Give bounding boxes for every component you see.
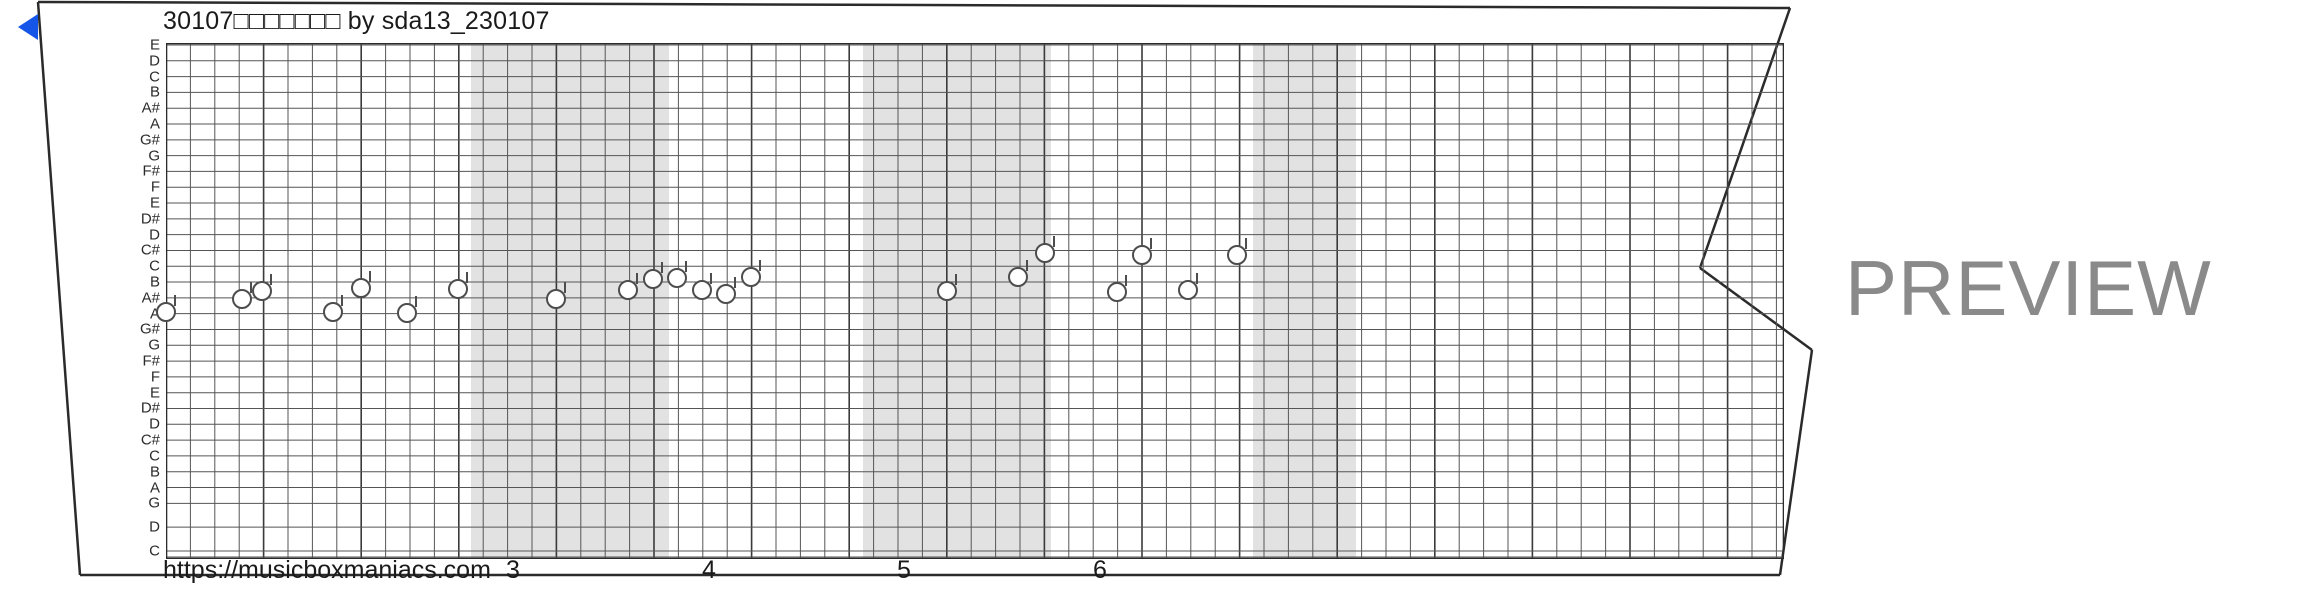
note-label: D xyxy=(149,518,160,536)
note-label: G xyxy=(148,494,160,512)
note-marker[interactable] xyxy=(397,296,417,323)
note-marker[interactable] xyxy=(323,295,343,322)
note-marker[interactable] xyxy=(1227,238,1247,265)
note-marker[interactable] xyxy=(1178,273,1198,300)
note-label: D# xyxy=(140,210,160,228)
measure-number: 4 xyxy=(702,556,716,584)
note-marker[interactable] xyxy=(1132,238,1152,265)
note-label: C# xyxy=(140,431,160,449)
note-marker[interactable] xyxy=(937,274,957,301)
note-label: E xyxy=(149,384,160,402)
note-label: C xyxy=(149,447,160,465)
note-marker[interactable] xyxy=(741,260,761,287)
note-label: G# xyxy=(139,131,160,149)
note-marker[interactable] xyxy=(546,282,566,309)
note-label: C xyxy=(149,257,160,275)
note-label: A xyxy=(149,305,160,323)
note-label: D xyxy=(149,226,160,244)
measure-shade-band xyxy=(471,43,669,559)
note-marker[interactable] xyxy=(1107,275,1127,302)
note-label: C xyxy=(149,542,160,560)
note-label: E xyxy=(149,194,160,212)
grid-canvas[interactable] xyxy=(166,43,1784,559)
measure-number: 3 xyxy=(506,556,520,584)
note-marker[interactable] xyxy=(716,277,736,304)
note-label: A# xyxy=(141,99,160,117)
note-label: A xyxy=(149,479,160,496)
note-label: D xyxy=(149,52,160,70)
note-roll-grid[interactable]: E D C B A# A G# G F# F E D# D C# C B A# A G# G F# F E D# D C# C B A G… xyxy=(140,38,1784,559)
preview-watermark: PREVIEW xyxy=(1845,244,2212,332)
note-marker[interactable] xyxy=(667,261,687,288)
note-label: G xyxy=(148,147,160,165)
note-label: G xyxy=(148,336,160,354)
note-label: F xyxy=(150,178,160,196)
page-title: 30107□□□□□□□ by sda13_230107 xyxy=(163,7,550,35)
note-marker[interactable] xyxy=(448,272,468,299)
note-label: C# xyxy=(140,241,160,259)
note-label-axis: E D C B A# A G# G F# F E D# D C# C B A# A G# G F# F E D# D C# C B A G… xyxy=(86,38,160,560)
measure-number: 6 xyxy=(1093,556,1107,584)
note-label: F# xyxy=(142,352,160,370)
note-label: F xyxy=(150,368,160,386)
note-marker[interactable] xyxy=(692,273,712,300)
note-label: C xyxy=(149,68,160,86)
note-label: A# xyxy=(141,289,160,307)
measure-shade-band xyxy=(863,43,1051,559)
note-label: F# xyxy=(142,162,160,180)
note-marker[interactable] xyxy=(643,262,663,289)
measure-number-axis: 3 4 5 6 xyxy=(166,556,1784,586)
note-marker[interactable] xyxy=(156,295,176,322)
note-marker[interactable] xyxy=(232,282,252,309)
note-marker[interactable] xyxy=(351,271,371,298)
back-triangle-icon[interactable] xyxy=(18,14,38,40)
note-label: B xyxy=(149,273,160,291)
site-url-label: https://musicboxmaniacs.com xyxy=(163,556,491,584)
note-marker[interactable] xyxy=(252,274,272,301)
note-marker[interactable] xyxy=(1035,236,1055,263)
note-label: D# xyxy=(140,399,160,417)
measure-number: 5 xyxy=(897,556,911,584)
note-label: B xyxy=(149,463,160,481)
note-label: A xyxy=(149,115,160,133)
measure-shade-band xyxy=(1253,43,1356,559)
note-marker[interactable] xyxy=(1008,260,1028,287)
note-label: D xyxy=(149,415,160,433)
note-label: E xyxy=(149,36,160,54)
note-label: G# xyxy=(139,320,160,338)
note-label: B xyxy=(149,83,160,101)
note-marker[interactable] xyxy=(618,273,638,300)
